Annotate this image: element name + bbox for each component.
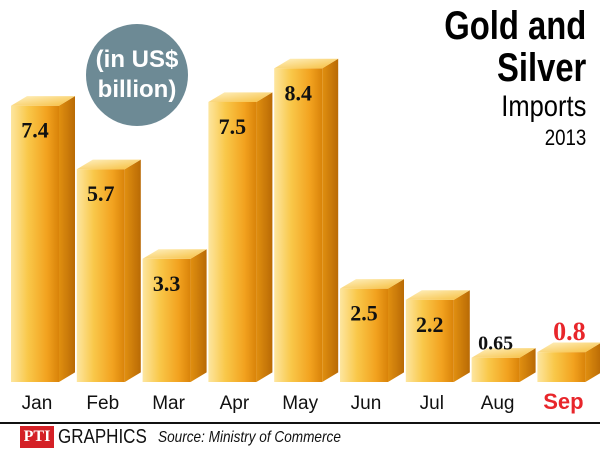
bar-jan — [11, 96, 75, 382]
bar-mar — [142, 249, 207, 382]
category-label-mar: Mar — [152, 393, 185, 414]
title-line1: Gold and — [443, 4, 586, 48]
bar-apr — [208, 92, 273, 383]
bar-front-may — [274, 68, 323, 383]
bar-front-feb — [76, 169, 125, 382]
brand-name: GRAPHICS — [58, 426, 147, 448]
bar-side-apr — [256, 92, 273, 383]
bar-top-jul — [405, 290, 470, 300]
footer: PTI GRAPHICS Source: Ministry of Commerc… — [0, 422, 600, 452]
chart-title: Gold and Silver Imports 2013 — [413, 6, 586, 152]
value-label-mar: 3.3 — [153, 271, 181, 296]
bar-may — [274, 58, 339, 383]
bar-front-jan — [11, 105, 59, 382]
category-label-may: May — [282, 393, 318, 414]
unit-badge: (in US$ billion) — [86, 24, 188, 126]
bar-side-jan — [59, 96, 75, 382]
bar-side-jul — [453, 290, 470, 382]
category-label-jun: Jun — [351, 393, 382, 414]
value-label-feb: 5.7 — [87, 181, 115, 206]
value-label-aug: 0.65 — [478, 333, 513, 355]
category-label-sep: Sep — [543, 389, 583, 414]
value-label-jun: 2.5 — [350, 301, 378, 326]
bar-top-mar — [142, 249, 207, 259]
bar-aug — [471, 348, 536, 382]
value-label-may: 8.4 — [284, 80, 312, 105]
bar-side-mar — [190, 249, 207, 382]
bar-side-aug — [519, 348, 536, 382]
bar-front-jun — [340, 288, 388, 382]
bar-front-aug — [471, 357, 520, 382]
bar-jul — [405, 290, 470, 382]
bar-top-apr — [208, 92, 273, 102]
bar-top-aug — [471, 348, 536, 358]
bar-side-feb — [124, 159, 141, 382]
category-label-feb: Feb — [86, 393, 119, 414]
source-note: Source: Ministry of Commerce — [158, 429, 341, 446]
category-label-jul: Jul — [420, 393, 444, 414]
bar-side-may — [322, 58, 339, 383]
value-label-jan: 7.4 — [21, 118, 49, 143]
value-label-apr: 7.5 — [219, 114, 247, 139]
category-label-jan: Jan — [22, 393, 53, 414]
bar-side-jun — [388, 279, 404, 382]
bar-front-sep — [537, 352, 586, 382]
category-label-apr: Apr — [220, 393, 250, 414]
value-label-jul: 2.2 — [416, 312, 444, 337]
title-year: 2013 — [544, 125, 586, 150]
bar-top-jun — [340, 279, 404, 289]
bar-front-mar — [142, 258, 191, 382]
pti-logo: PTI — [20, 426, 54, 448]
bar-top-sep — [537, 342, 600, 353]
bar-top-jan — [11, 96, 75, 106]
bar-jun — [340, 279, 404, 382]
title-line2: Silver — [496, 46, 586, 90]
unit-line2: billion) — [97, 76, 177, 103]
bar-top-may — [274, 58, 339, 69]
bar-front-jul — [405, 299, 454, 382]
unit-line1: (in US$ — [95, 46, 179, 73]
bar-side-sep — [585, 343, 600, 382]
bar-sep — [537, 342, 600, 382]
bar-front-apr — [208, 102, 257, 382]
bar-feb — [76, 159, 141, 382]
value-label-sep: 0.8 — [553, 317, 586, 346]
title-line3: Imports — [500, 90, 586, 123]
category-label-aug: Aug — [481, 393, 515, 414]
bar-top-feb — [76, 159, 141, 170]
